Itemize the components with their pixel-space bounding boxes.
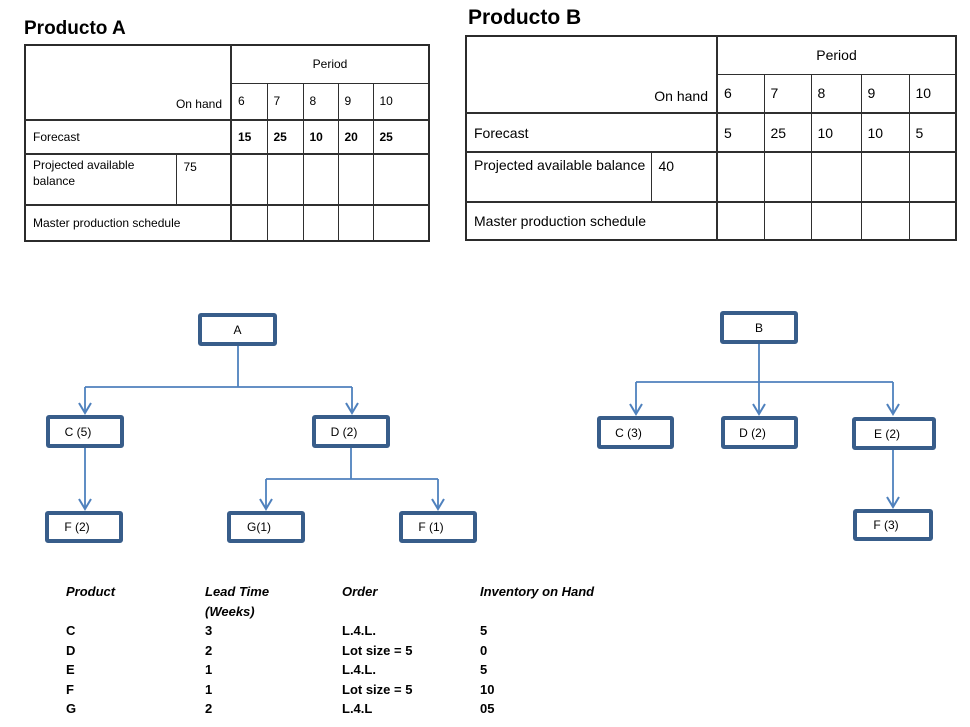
producto-a-title: Producto A	[24, 18, 126, 39]
period-10-cell: 10	[372, 82, 430, 121]
pab-on-hand-cell: 75	[175, 153, 232, 206]
period-7-cell: 7	[763, 73, 812, 114]
pab-period-cell	[302, 153, 339, 206]
producto-b-title: Producto B	[468, 6, 582, 29]
forecast-value-cell: 20	[337, 119, 374, 155]
period-8-cell: 8	[810, 73, 862, 114]
mps-period-cell	[810, 201, 862, 241]
item-order: Lot size = 5	[342, 642, 413, 658]
order-header: Order	[342, 584, 378, 599]
lead-time-header-line2: (Weeks)	[205, 603, 255, 619]
inventory-header: Inventory on Hand	[480, 584, 595, 599]
pab-period-cell	[763, 151, 812, 203]
item-order: L.4.L.	[342, 662, 376, 677]
item-parameters-list: Product Lead Time (Weeks) Order Inventor…	[66, 582, 650, 719]
product-header: Product	[66, 584, 116, 599]
forecast-value-cell: 25	[372, 119, 430, 155]
pab-period-cell	[372, 153, 430, 206]
forecast-label-cell: Forecast	[465, 112, 718, 153]
forecast-label-cell: Forecast	[24, 119, 232, 155]
forecast-value-cell: 25	[266, 119, 304, 155]
forecast-value-cell: 5	[908, 112, 957, 153]
item-lead-time: 3	[205, 623, 213, 638]
item-order: L.4.L.	[342, 623, 376, 638]
item-inventory: 5	[480, 662, 488, 677]
bom-a-node-a: A	[198, 313, 277, 346]
bom-b-node-f3: F (3)	[853, 509, 933, 541]
pab-label-cell: Projected available balance	[24, 153, 177, 206]
producto-a-table: On hand Period 6 7 8 9 10 Forecast 15 25…	[24, 44, 430, 242]
mps-period-cell	[763, 201, 812, 241]
bom-a-node-c: C (5)	[46, 415, 124, 448]
period-8-cell: 8	[302, 82, 339, 121]
pab-period-cell	[337, 153, 374, 206]
item-row: D 2 Lot size = 5 0	[66, 641, 650, 661]
bom-a-node-g1: G(1)	[227, 511, 305, 543]
bom-a-node-d: D (2)	[312, 415, 390, 448]
bom-b-node-c: C (3)	[597, 416, 674, 449]
producto-b-table: On hand Period 6 7 8 9 10 Forecast 5 25 …	[465, 35, 957, 241]
item-row: C 3 L.4.L. 5	[66, 621, 650, 641]
pab-period-cell	[230, 153, 268, 206]
mps-period-cell	[908, 201, 957, 241]
mps-label-cell: Master production schedule	[24, 204, 232, 242]
mps-period-cell	[337, 204, 374, 242]
bom-b-node-d: D (2)	[721, 416, 798, 449]
forecast-value-cell: 10	[810, 112, 862, 153]
item-product: D	[66, 642, 76, 658]
on-hand-label-cell: On hand	[24, 44, 232, 121]
lead-time-header-line1: Lead Time	[205, 584, 270, 599]
bom-a-node-f1: F (1)	[399, 511, 477, 543]
mps-period-cell	[266, 204, 304, 242]
item-inventory: 10	[480, 681, 495, 697]
item-product: G	[66, 701, 77, 716]
item-lead-time: 1	[205, 681, 213, 697]
item-inventory: 05	[480, 701, 495, 716]
period-6-cell: 6	[230, 82, 268, 121]
item-lead-time: 2	[205, 642, 213, 658]
item-product: F	[66, 681, 74, 697]
item-order: Lot size = 5	[342, 681, 413, 697]
forecast-value-cell: 10	[860, 112, 910, 153]
item-inventory: 0	[480, 642, 488, 658]
item-order: L.4.L	[342, 701, 373, 716]
bom-b-node-e: E (2)	[852, 417, 936, 450]
item-row: E 1 L.4.L. 5	[66, 660, 650, 680]
item-product: C	[66, 623, 76, 638]
item-product: E	[66, 662, 75, 677]
period-7-cell: 7	[266, 82, 304, 121]
pab-period-cell	[716, 151, 765, 203]
lead-time-header: Lead Time (Weeks)	[205, 582, 342, 621]
item-lead-time: 2	[205, 701, 213, 716]
mps-period-cell	[860, 201, 910, 241]
pab-period-cell	[810, 151, 862, 203]
bom-b-node-b: B	[720, 311, 798, 344]
pab-label-cell: Projected available balance	[465, 151, 652, 203]
mps-period-cell	[230, 204, 268, 242]
bom-a-node-f2: F (2)	[45, 511, 123, 543]
mps-label-cell: Master production schedule	[465, 201, 718, 241]
mps-period-cell	[372, 204, 430, 242]
item-row: F 1 Lot size = 5 10	[66, 680, 650, 700]
period-10-cell: 10	[908, 73, 957, 114]
item-lead-time: 1	[205, 662, 213, 677]
item-inventory: 5	[480, 623, 488, 638]
item-table-header: Product Lead Time (Weeks) Order Inventor…	[66, 582, 650, 621]
item-row: G 2 L.4.L 05	[66, 699, 650, 719]
period-6-cell: 6	[716, 73, 765, 114]
mps-period-cell	[716, 201, 765, 241]
